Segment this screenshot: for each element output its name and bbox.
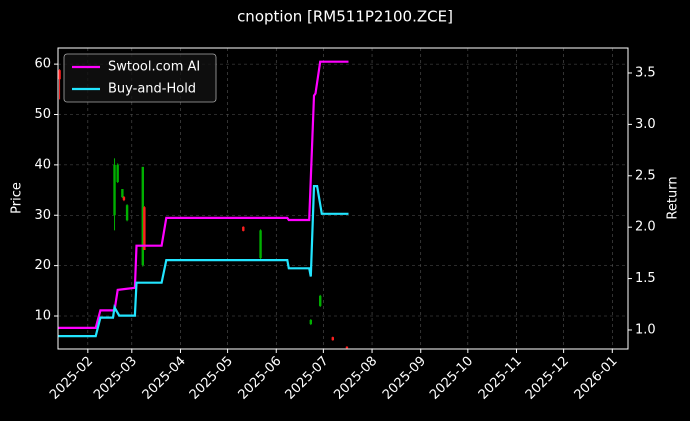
return-line	[58, 60, 349, 329]
y-tick-label: 50	[34, 107, 51, 122]
y2-tick-label: 2.5	[635, 168, 656, 183]
candle-body	[122, 197, 126, 201]
plot-frame	[57, 47, 629, 350]
y-tick-label: 30	[34, 208, 51, 223]
candle-body	[331, 337, 334, 341]
return-line	[58, 185, 349, 338]
y2-tick-label: 1.5	[635, 271, 656, 286]
legend-label: Swtool.com AI	[108, 60, 200, 75]
candle-body	[345, 346, 349, 349]
candle-body	[143, 207, 146, 251]
chart-title: cnoption [RM511P2100.ZCE]	[237, 8, 453, 26]
candle-body	[242, 226, 245, 231]
candle-body	[319, 295, 322, 306]
y-tick-label: 40	[34, 157, 51, 172]
y2-axis-label: Return	[666, 176, 681, 219]
y2-tick-label: 1.0	[635, 322, 656, 337]
candle-body	[125, 205, 129, 221]
legend-box	[63, 53, 217, 103]
candle-body	[116, 164, 119, 183]
y-axis-label: Price	[10, 182, 25, 214]
y2-tick-label: 2.0	[635, 220, 656, 235]
y-tick-label: 10	[34, 309, 51, 324]
candle-body	[113, 164, 116, 216]
candle-body	[121, 189, 124, 198]
y-tick-label: 20	[34, 258, 51, 273]
y-tick-label: 60	[34, 57, 51, 72]
candle-body	[259, 230, 262, 259]
candle-body	[58, 70, 61, 80]
y2-tick-label: 3.0	[635, 117, 656, 132]
candle-body	[309, 320, 313, 325]
candle-body	[141, 166, 144, 266]
y2-tick-label: 3.5	[635, 65, 656, 80]
legend-label: Buy-and-Hold	[108, 82, 196, 97]
